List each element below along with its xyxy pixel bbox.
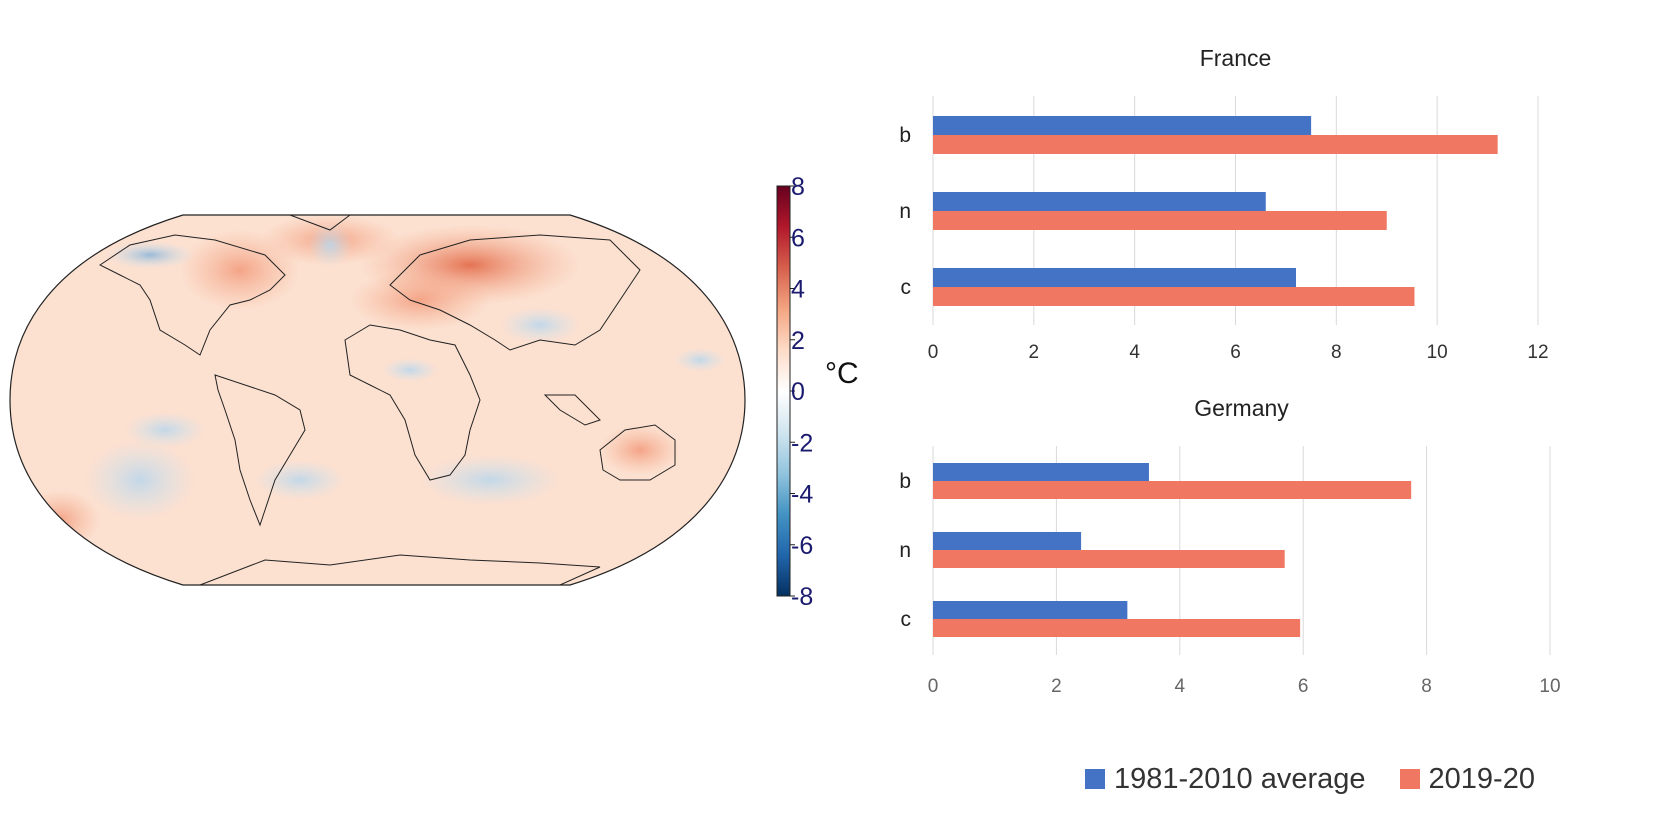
bar-charts-panel: France024681012FebJanDec Germany0246810F…	[874, 0, 1668, 810]
bar-2019-20	[933, 481, 1412, 499]
x-tick-label: 6	[1298, 676, 1309, 697]
legend-swatch-2019-20	[1399, 769, 1420, 789]
legend-swatch-average	[1085, 769, 1105, 789]
x-tick-label: 10	[1539, 676, 1560, 697]
colorbar-tick-label: 4	[791, 276, 805, 304]
bar-average	[933, 601, 1128, 619]
germany-chart: Germany 0 2 4 6 8 10 Feb Jan Dec	[874, 395, 1561, 697]
colorbar-tick-label: -4	[791, 481, 813, 509]
category-label: Feb	[900, 124, 911, 147]
bar-average	[933, 532, 1082, 550]
x-tick-label: 8	[1421, 676, 1432, 697]
bar-average	[933, 463, 1149, 481]
chart-title: France	[1200, 45, 1272, 71]
legend-label-average: 1981-2010 average	[1114, 762, 1366, 795]
bar-2019-20	[933, 619, 1301, 637]
colorbar-tick-label: 8	[791, 173, 805, 201]
colorbar	[776, 185, 791, 597]
legend-label-2019-20: 2019-20	[1428, 762, 1535, 795]
bar-average	[933, 268, 1296, 287]
bar-2019-20	[933, 287, 1415, 306]
category-label: Dec	[900, 276, 911, 299]
legend-item-2019-20: 2019-20	[1399, 762, 1535, 796]
colorbar-tick-label: 0	[791, 378, 805, 406]
category-label: Jan	[900, 539, 911, 562]
x-tick-label: 12	[1527, 342, 1548, 363]
bar-2019-20	[933, 135, 1498, 154]
x-tick-label: 4	[1175, 676, 1186, 697]
x-tick-label: 0	[928, 342, 939, 363]
colorbar-unit-label: °C	[825, 357, 859, 390]
legend-item-average: 1981-2010 average	[1085, 763, 1366, 796]
x-tick-label: 8	[1331, 342, 1342, 363]
chart-legend: 1981-2010 average 2019-20	[1085, 757, 1535, 801]
x-tick-label: 6	[1230, 342, 1241, 363]
colorbar-tick-label: -2	[791, 429, 813, 457]
france-chart: France 0 2 4 6 8 10 12 Feb Jan Dec	[874, 45, 1549, 363]
temperature-anomaly-map-panel: 8 6 4 2 0 -2 -4 -6 -8 °C	[9, 173, 859, 611]
bar-average	[933, 116, 1312, 135]
map-border	[9, 214, 746, 586]
colorbar-ticks: 8 6 4 2 0 -2 -4 -6 -8	[790, 173, 813, 611]
bar-2019-20	[933, 550, 1285, 568]
category-label: Jan	[900, 200, 911, 223]
coastlines	[99, 214, 676, 586]
x-tick-label: 2	[1029, 342, 1040, 363]
colorbar-tick-label: 2	[791, 327, 805, 355]
x-tick-label: 10	[1427, 342, 1448, 363]
colorbar-tick-label: -8	[791, 583, 813, 611]
colorbar-tick-label: -6	[791, 532, 813, 560]
map-svg: 8 6 4 2 0 -2 -4 -6 -8 °C	[9, 173, 859, 611]
chart-title: Germany	[1194, 395, 1289, 421]
category-label: Dec	[900, 608, 911, 631]
category-label: Feb	[900, 470, 911, 493]
x-tick-label: 0	[928, 676, 939, 697]
colorbar-tick-label: 6	[791, 224, 805, 252]
map-field	[10, 215, 745, 585]
x-tick-label: 4	[1129, 342, 1140, 363]
bar-average	[933, 192, 1266, 211]
x-tick-label: 2	[1051, 676, 1062, 697]
bar-charts-svg: France024681012FebJanDec Germany0246810F…	[874, 45, 1561, 697]
bar-2019-20	[933, 211, 1387, 230]
